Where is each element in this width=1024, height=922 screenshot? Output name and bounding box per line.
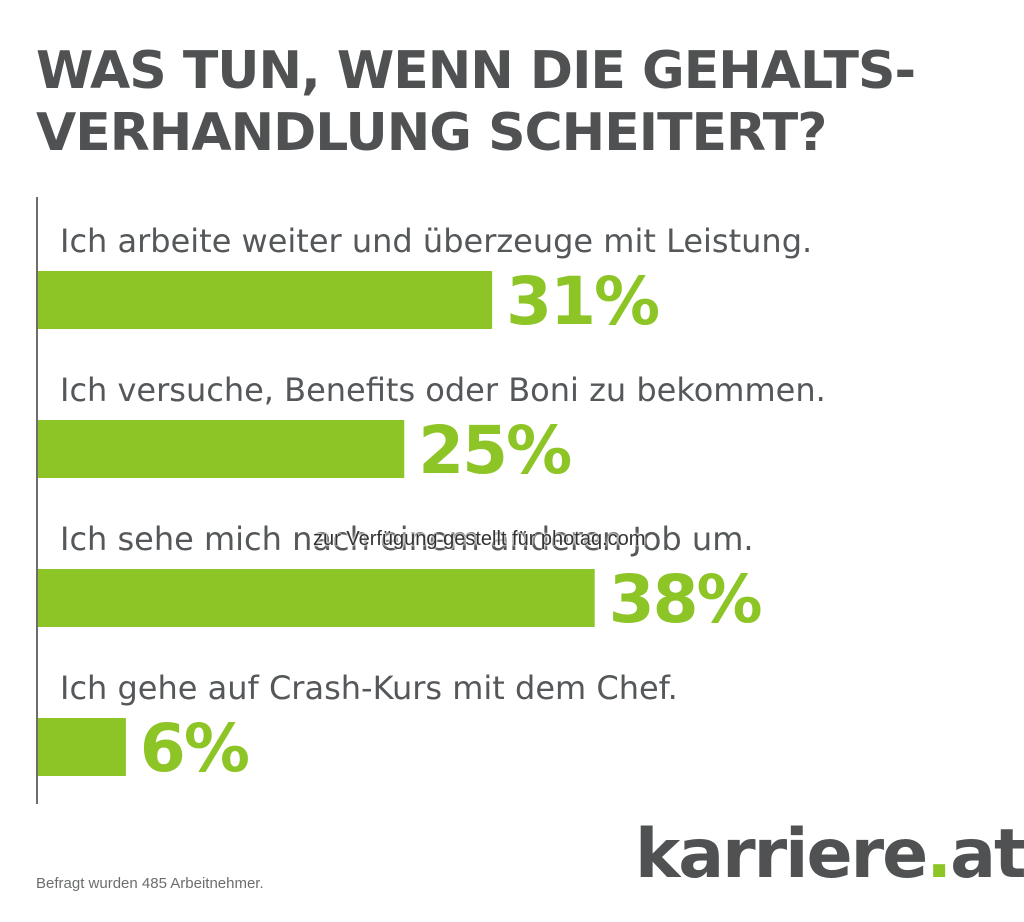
bar xyxy=(38,420,405,478)
title-line-2: VERHANDLUNG SCHEITERT? xyxy=(36,103,827,163)
title-line-1: WAS TUN, WENN DIE GEHALTS- xyxy=(36,41,916,101)
value-label: 38% xyxy=(609,561,762,638)
logo-tld: at xyxy=(950,815,1024,894)
logo-dot: . xyxy=(926,815,952,894)
category-label: Ich arbeite weiter und überzeuge mit Lei… xyxy=(60,222,812,260)
logo-name: karriere xyxy=(635,815,928,894)
watermark: zur Verfügung gestellt für photaq.com xyxy=(313,528,646,550)
value-label: 25% xyxy=(418,412,571,489)
bar xyxy=(38,569,595,627)
category-label: Ich gehe auf Crash-Kurs mit dem Chef. xyxy=(60,669,678,707)
y-axis-line xyxy=(36,197,38,804)
footnote: Befragt wurden 485 Arbeitnehmer. xyxy=(36,875,264,892)
bar xyxy=(38,271,493,329)
bar xyxy=(38,718,126,776)
chart-title: WAS TUN, WENN DIE GEHALTS- VERHANDLUNG S… xyxy=(36,40,1006,164)
value-label: 6% xyxy=(140,710,249,787)
category-label: Ich sehe mich nach einem anderen Job um. xyxy=(60,520,754,558)
karriere-logo: karriere.at xyxy=(635,815,1024,895)
category-label: Ich versuche, Benefits oder Boni zu beko… xyxy=(60,371,826,409)
value-label: 31% xyxy=(506,263,659,340)
